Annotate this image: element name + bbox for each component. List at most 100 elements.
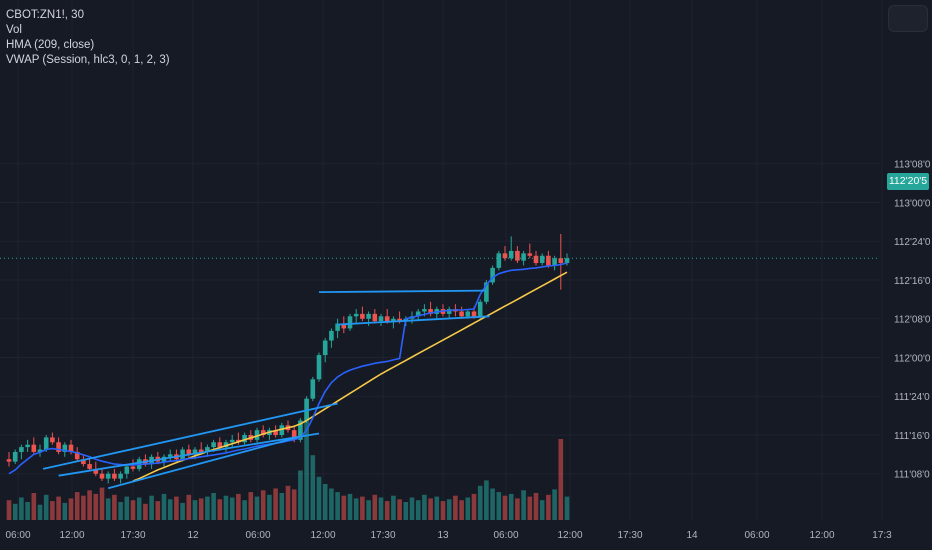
candle-body (490, 267, 495, 283)
candle-body (167, 454, 173, 457)
volume-bar (353, 498, 359, 520)
volume-bar (167, 499, 173, 520)
volume-bar (229, 497, 235, 520)
legend-symbol[interactable]: CBOT:ZN1!, 30 (6, 9, 84, 21)
last-price-label: 112'20'5 (887, 173, 929, 190)
volume-bar (81, 495, 86, 520)
volume-bar (6, 500, 12, 520)
time-tick-label: 17:30 (617, 530, 642, 541)
time-axis[interactable]: 06:00 12:00 17:30 12 06:00 12:00 17:30 13 06:00 1… (5, 530, 892, 541)
volume-bar (341, 495, 347, 520)
candle-body (391, 318, 396, 322)
candle-body (316, 355, 322, 380)
volume-bar (322, 484, 328, 520)
time-tick-label: 12:00 (557, 530, 582, 541)
legend-hma[interactable]: HMA (209, close) (6, 39, 95, 51)
candle-body (99, 473, 105, 479)
flag-lower (337, 315, 490, 326)
candle-body (508, 250, 514, 259)
volume-bar (161, 493, 167, 520)
volume-bar (490, 488, 495, 520)
volume-bar (260, 490, 266, 520)
volume-bar (484, 480, 489, 520)
candle-body (353, 313, 359, 317)
volume-bar (384, 501, 390, 520)
volume-bar (99, 487, 105, 520)
candle-body (31, 444, 37, 452)
candle-body (310, 379, 316, 399)
volume-bar (93, 493, 99, 520)
price-tick-label: 112'24'0 (894, 237, 931, 248)
price-tick-label: 111'24'0 (894, 392, 930, 403)
volume-bar (546, 494, 551, 520)
ascending-channel-mid (107, 436, 298, 490)
chart-settings-button[interactable] (888, 5, 928, 32)
volume-bar (403, 502, 409, 520)
volume-bar (564, 496, 570, 520)
legend-vwap[interactable]: VWAP (Session, hlc3, 0, 1, 2, 3) (6, 54, 170, 66)
volume-bar (527, 496, 533, 520)
ascending-channel-lower (58, 432, 320, 477)
price-tick-label: 113'00'0 (894, 198, 931, 209)
candle-body (341, 323, 347, 329)
time-tick-label: 06:00 (744, 530, 769, 541)
ascending-channel-upper (42, 402, 338, 470)
candle-body (366, 313, 371, 319)
volume-bar (198, 498, 204, 520)
volume-bar (533, 493, 539, 520)
price-tick-label: 112'08'0 (894, 315, 931, 326)
volume-bar (310, 455, 316, 520)
time-tick-label: 06:00 (493, 530, 518, 541)
candle-body (25, 444, 30, 448)
candle-body (50, 437, 55, 443)
candle-body (558, 258, 564, 264)
candle-body (378, 316, 384, 322)
volume-bar (459, 500, 464, 520)
volume-bar (236, 493, 241, 520)
volume-bar (465, 497, 471, 520)
volume-bar (291, 489, 297, 520)
price-axis[interactable]: 113'08'0 113'00'0 112'24'0 112'16'0 112'08'0… (894, 160, 931, 481)
volume-bar (136, 497, 142, 520)
volume-bar (124, 496, 130, 520)
volume-bar (521, 490, 526, 520)
indicator-lines (0, 257, 880, 490)
candle-body (384, 316, 390, 322)
candle-body (74, 451, 80, 460)
volume-bar (471, 493, 477, 520)
candle-body (186, 449, 192, 455)
volume-bar (335, 492, 340, 520)
candle-body (229, 439, 235, 443)
candle-body (298, 420, 303, 440)
candle-body (279, 425, 285, 435)
volume-bar (453, 495, 458, 520)
volume-bar (74, 492, 80, 520)
candle-body (459, 311, 464, 317)
volume-bar (68, 498, 74, 520)
volume-bar (273, 488, 278, 520)
volume-bar (248, 492, 254, 520)
legend-volume[interactable]: Vol (6, 24, 22, 36)
candle-body (291, 430, 297, 440)
candle-body (496, 253, 502, 268)
volume-bar (515, 498, 520, 520)
volume-bar (25, 502, 30, 520)
volume-bar (558, 439, 564, 520)
chart-legend: CBOT:ZN1!, 30 Vol HMA (209, close) VWAP … (6, 8, 170, 68)
candle-body (254, 430, 260, 440)
time-tick-label: 06:00 (245, 530, 270, 541)
volume-bar (56, 496, 61, 520)
candle-body (43, 437, 49, 450)
volume-bar (143, 503, 148, 520)
time-tick-label: 12:00 (59, 530, 84, 541)
volume-bar (242, 500, 247, 520)
candle-body (205, 447, 210, 452)
time-tick-label: 06:00 (5, 530, 30, 541)
candle-body (81, 459, 86, 465)
volume-bar (62, 502, 68, 520)
volume-bar (174, 496, 179, 520)
price-tick-label: 111'08'0 (894, 470, 930, 481)
volume-bar (87, 490, 92, 520)
